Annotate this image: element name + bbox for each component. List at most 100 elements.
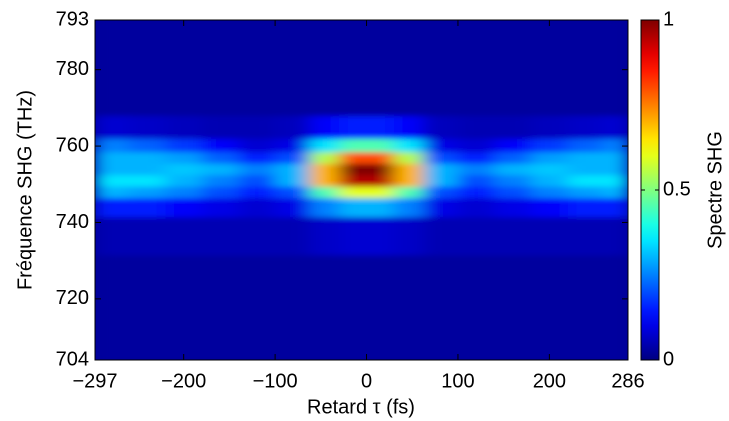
heatmap-cell: [567, 138, 603, 153]
heatmap-cell: [95, 197, 130, 218]
heatmap-cell: [494, 138, 532, 153]
heatmap-cell: [128, 174, 166, 187]
heatmap-cell: [95, 115, 130, 139]
heatmap-cell: [423, 308, 459, 360]
y-tick-label: 780: [56, 58, 89, 80]
heatmap-cell: [457, 138, 496, 153]
heatmap-cell: [366, 197, 395, 218]
heatmap-cell: [531, 174, 569, 187]
heatmap-cell: [309, 174, 340, 187]
y-tick-label: 704: [56, 348, 89, 370]
heatmap-cell: [339, 197, 368, 218]
heatmap-cell: [275, 151, 310, 164]
heatmap-cell: [567, 254, 603, 309]
heatmap-cell: [128, 115, 166, 139]
heatmap-cell: [457, 151, 496, 164]
heatmap-cell: [567, 216, 603, 256]
heatmap-cell: [531, 115, 569, 139]
heatmap-cell: [238, 115, 276, 139]
heatmap-cell: [457, 75, 496, 117]
heatmap-cell: [601, 75, 628, 117]
heatmap-cell: [165, 174, 203, 187]
colorbar-tick-label: 0.5: [663, 178, 691, 200]
heatmap-cell: [366, 216, 395, 256]
heatmap-cell: [567, 75, 603, 117]
heatmap-cell: [366, 186, 395, 199]
heatmap-cell: [95, 75, 130, 117]
heatmap-cell: [201, 75, 240, 117]
heatmap-cell: [601, 163, 628, 176]
heatmap-cell: [494, 197, 532, 218]
heatmap-cell: [238, 197, 276, 218]
heatmap-cell: [494, 186, 532, 199]
heatmap-cell: [366, 115, 395, 139]
heatmap-cells: [95, 20, 628, 360]
heatmap-cell: [165, 186, 203, 199]
heatmap-cell: [393, 308, 425, 360]
heatmap-cell: [457, 197, 496, 218]
plot-frame: [94, 19, 629, 361]
heatmap-cell: [531, 163, 569, 176]
heatmap-cell: [165, 75, 203, 117]
heatmap-cell: [423, 138, 459, 153]
heatmap-cell: [238, 216, 276, 256]
heatmap-cell: [309, 151, 340, 164]
heatmap-cell: [393, 151, 425, 164]
heatmap-cell: [494, 151, 532, 164]
heatmap-cell: [128, 151, 166, 164]
colorbar-tick-label: 0: [663, 348, 674, 370]
heatmap-cell: [165, 115, 203, 139]
heatmap-cell: [309, 197, 340, 218]
heatmap-cell: [201, 163, 240, 176]
heatmap-cell: [165, 138, 203, 153]
heatmap-cell: [494, 308, 532, 360]
heatmap-cell: [601, 308, 628, 360]
heatmap-cell: [567, 115, 603, 139]
heatmap-cell: [238, 75, 276, 117]
heatmap-cell: [366, 174, 395, 187]
heatmap-cell: [393, 186, 425, 199]
heatmap-cell: [339, 308, 368, 360]
heatmap-cell: [567, 186, 603, 199]
heatmap-cell: [494, 20, 532, 76]
heatmap-cell: [601, 174, 628, 187]
heatmap-cell: [275, 115, 310, 139]
heatmap-cell: [275, 308, 310, 360]
heatmap-cell: [339, 186, 368, 199]
heatmap-cell: [393, 75, 425, 117]
heatmap-cell: [531, 151, 569, 164]
heatmap-cell: [423, 20, 459, 76]
heatmap-cell: [128, 20, 166, 76]
y-tick-label: 720: [56, 287, 89, 309]
heatmap-cell: [165, 20, 203, 76]
heatmap-cell: [423, 115, 459, 139]
heatmap-cell: [457, 115, 496, 139]
heatmap-cell: [309, 115, 340, 139]
heatmap-cell: [423, 151, 459, 164]
heatmap-cell: [366, 138, 395, 153]
heatmap-cell: [457, 174, 496, 187]
heatmap-cell: [601, 216, 628, 256]
heatmap-cell: [531, 75, 569, 117]
heatmap-cell: [339, 174, 368, 187]
colorbar-label: Spectre SHG: [704, 131, 726, 249]
heatmap-cell: [128, 197, 166, 218]
heatmap-cell: [201, 174, 240, 187]
heatmap-cell: [339, 75, 368, 117]
heatmap-cell: [275, 20, 310, 76]
heatmap-cell: [309, 186, 340, 199]
heatmap-cell: [275, 216, 310, 256]
heatmap-cell: [339, 20, 368, 76]
heatmap-cell: [567, 174, 603, 187]
heatmap-cell: [423, 186, 459, 199]
heatmap-cell: [238, 174, 276, 187]
heatmap-cell: [95, 20, 130, 76]
heatmap-cell: [201, 138, 240, 153]
heatmap-cell: [494, 254, 532, 309]
heatmap-cell: [309, 75, 340, 117]
x-tick-label: −200: [161, 370, 206, 392]
heatmap-cell: [309, 216, 340, 256]
x-tick-label: −297: [72, 370, 117, 392]
heatmap-cell: [423, 216, 459, 256]
heatmap-cell: [339, 254, 368, 309]
